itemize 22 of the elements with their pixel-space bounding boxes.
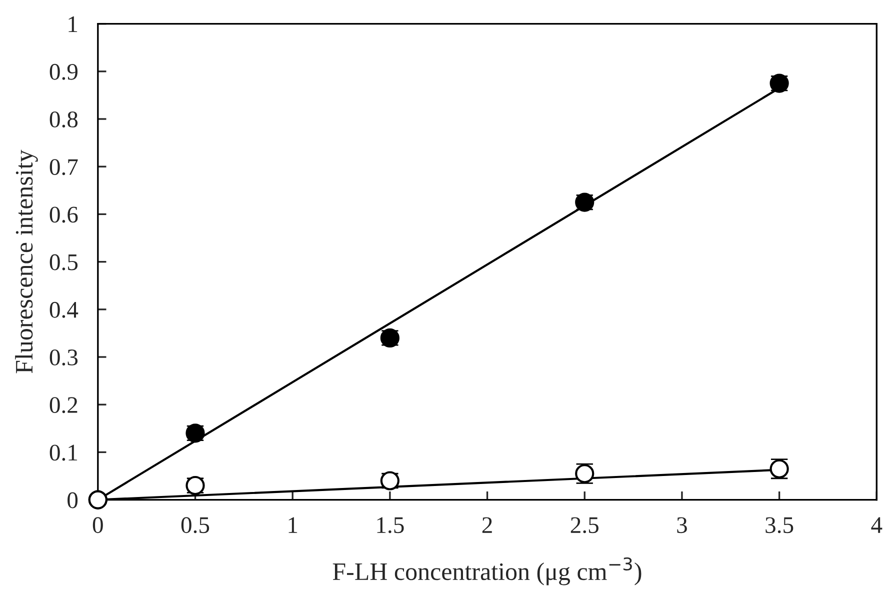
y-tick-label: 0.4 — [50, 302, 78, 318]
y-tick-label: 0.3 — [50, 349, 78, 366]
x-tick-label: 0.5 — [181, 517, 210, 534]
y-tick-label: 0.8 — [50, 111, 78, 128]
x-tick-label: 4 — [871, 517, 882, 533]
y-tick-label: 1 — [68, 16, 78, 32]
x-tick-label: 3 — [677, 517, 687, 534]
y-axis-title: Fluorescence intensity — [15, 150, 38, 374]
x-tick-label: 3.5 — [766, 517, 794, 534]
y-tick-label: 0.6 — [50, 206, 78, 223]
y-tick-label: 0.5 — [50, 254, 78, 270]
x-tick-label: 2.5 — [570, 517, 598, 534]
y-tick-label: 0.1 — [50, 444, 78, 461]
y-tick-label: 0.9 — [50, 64, 78, 80]
x-tick-label: 1 — [288, 517, 298, 533]
x-axis-title: F-LH concentration (μg cm$^{−3}$) — [332, 557, 642, 586]
y-tick-label: 0.2 — [50, 397, 78, 414]
x-tick-label: 2 — [482, 517, 492, 533]
x-tick-label: 0 — [92, 517, 103, 534]
y-tick-label: 0.7 — [50, 159, 78, 176]
y-tick-label: 0 — [68, 492, 78, 508]
x-tick-label: 1.5 — [377, 517, 404, 534]
